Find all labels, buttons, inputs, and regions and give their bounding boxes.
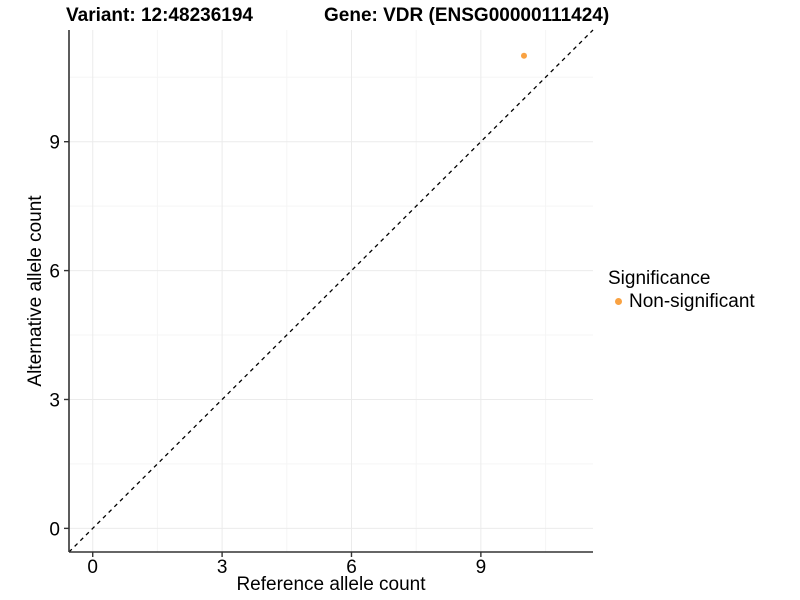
- x-tick-label: 9: [476, 557, 487, 578]
- legend-item-label: Non-significant: [629, 291, 755, 312]
- identity-line: [68, 29, 594, 553]
- legend-point-icon: [615, 298, 622, 305]
- x-tick-label: 0: [87, 557, 98, 578]
- legend-title: Significance: [608, 268, 711, 289]
- legend-item: Non-significant: [608, 290, 755, 313]
- legend: Significance Non-significant: [608, 267, 755, 313]
- data-point: [520, 52, 527, 59]
- x-axis-title: Reference allele count: [236, 574, 426, 595]
- gene-title: Gene: VDR (ENSG00000111424): [324, 5, 610, 26]
- variant-title: Variant: 12:48236194: [66, 5, 253, 26]
- y-tick-label: 3: [49, 390, 60, 411]
- y-tick-label: 0: [49, 519, 60, 540]
- x-tick-label: 3: [217, 557, 228, 578]
- y-tick-label: 9: [49, 133, 60, 154]
- y-tick-label: 6: [49, 262, 60, 283]
- x-tick-label: 6: [346, 557, 357, 578]
- y-axis-title: Alternative allele count: [25, 195, 46, 387]
